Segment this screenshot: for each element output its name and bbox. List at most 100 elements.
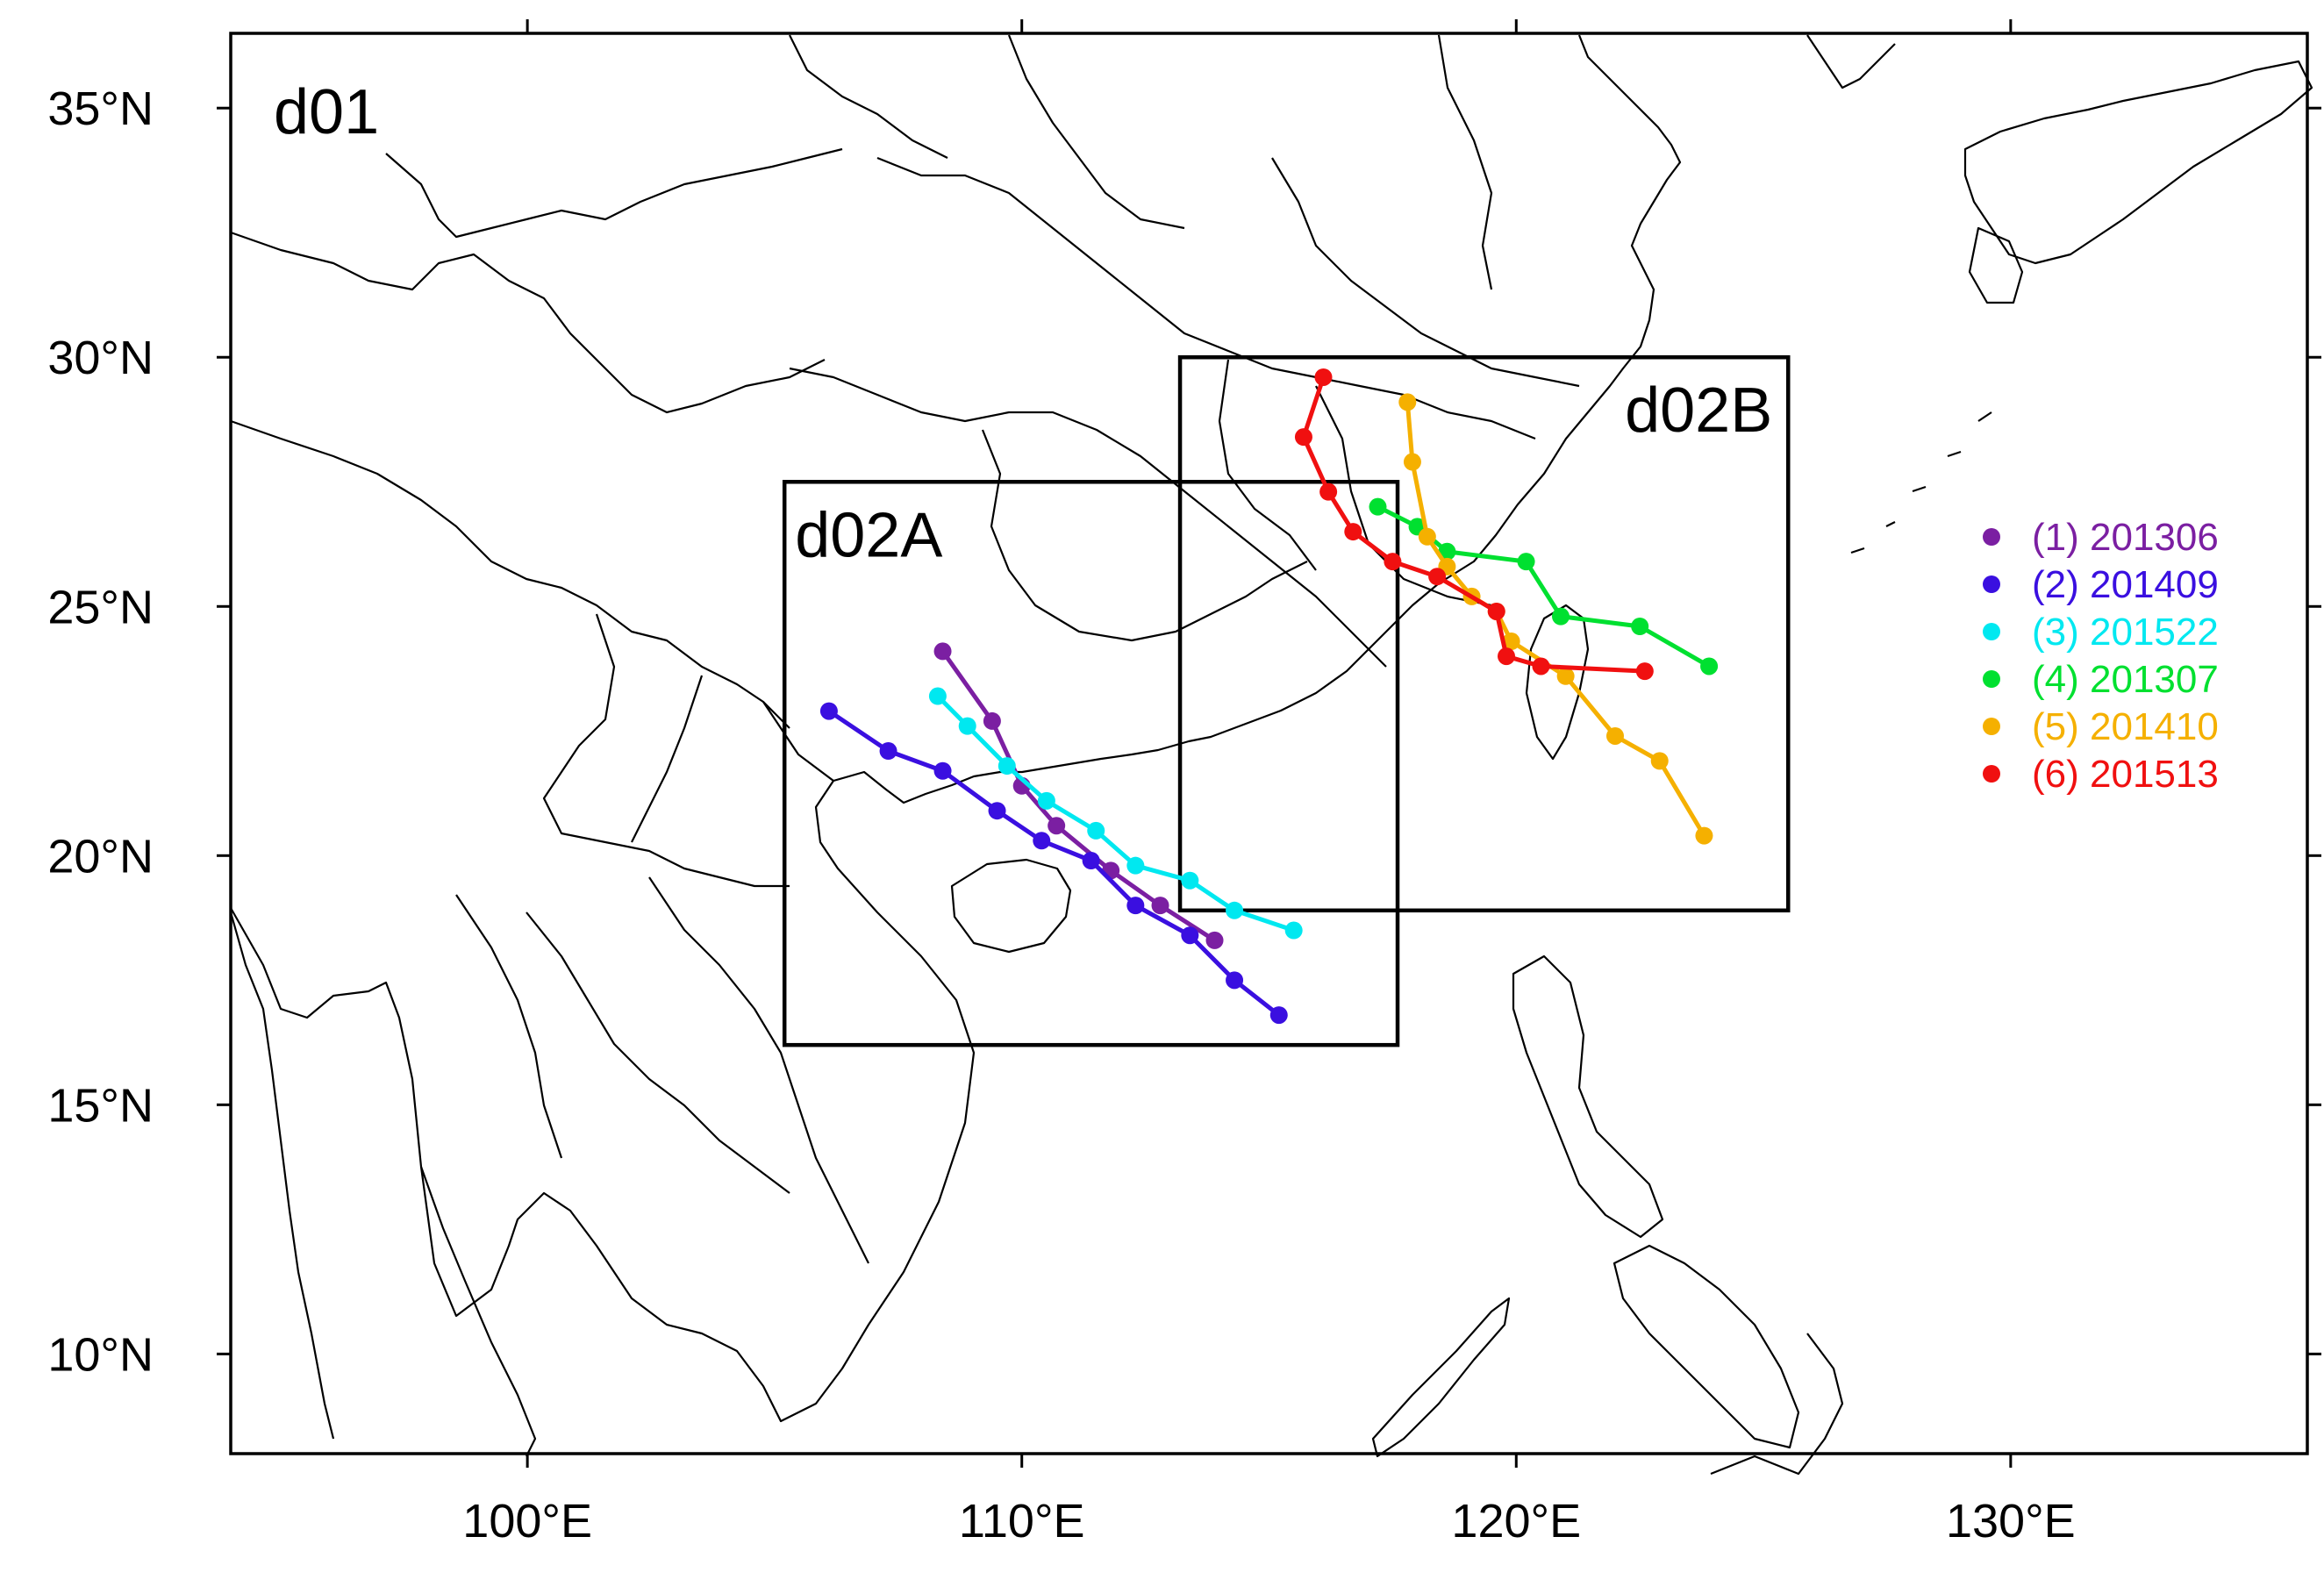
track-point [1344,523,1362,541]
province-borders [230,34,1580,1264]
border-line [526,911,790,1194]
border-line [1315,385,1492,607]
legend-marker-4 [1983,670,2000,688]
border-line [230,419,790,729]
axis-ticks: 100°E 110°E 120°E 130°E 35°N 30°N 25°N 20°N 15°N… [47,19,2321,1548]
legend-marker-6 [1983,765,2000,783]
plot-border [229,32,2309,1455]
border-line [876,156,1536,440]
track-line-6 [1301,376,1645,674]
track-point [1126,856,1145,875]
border-line [1271,157,1580,388]
border-line [455,894,563,1159]
track-point [958,717,976,735]
track-point [1695,826,1713,845]
track-point [1126,897,1145,915]
x-tick-label: 130°E [1946,1495,2076,1548]
track-point [1398,393,1417,411]
legend-marker-2 [1983,575,2000,593]
track-point [1498,647,1516,666]
track-legend: (1) 201306(2) 201409 (3) 201522(4) 201307… [1983,516,2219,796]
track-point [933,761,952,780]
plot-frame [229,32,2309,1455]
x-tick-label: 120°E [1451,1495,1581,1548]
track-point [928,687,947,705]
track-point [1037,791,1055,810]
taiwan-island [1525,604,1590,761]
y-tick-label: 10°N [47,1328,154,1381]
track-point [1384,553,1402,571]
legend-marker-5 [1983,718,2000,735]
track-point [1033,832,1051,850]
y-tick-label: 35°N [47,82,154,135]
border-line [789,34,948,159]
track-point [1314,368,1333,386]
track-point [1650,752,1669,770]
track-point [1606,726,1624,745]
track-point [1631,618,1649,636]
track-point [1635,662,1654,681]
track-line-1 [940,649,1216,942]
legend-label-4: (4) 201307 [2032,658,2219,701]
track-point [1428,568,1447,586]
coastlines [229,34,2313,1476]
track-line-2 [827,709,1281,1018]
track-point [983,711,1001,730]
track-point [1418,527,1436,546]
hainan-island [950,858,1072,954]
border-line [230,231,826,414]
track-point [988,802,1006,820]
luzon-island [1512,954,1664,1239]
border-line [631,675,704,843]
track-point [1048,817,1066,835]
track-point [1269,1006,1288,1025]
border-line [648,876,869,1264]
track-point [1284,921,1303,940]
legend-label-3: (3) 201522 [2032,611,2219,654]
palawan-island [1371,1297,1511,1458]
border-line [1007,34,1185,230]
track-point [1226,971,1244,990]
legend-label-1: (1) 201306 [2032,516,2219,559]
domain-label-d02b: d02B [1625,375,1772,446]
track-point [1369,497,1387,516]
track-point [819,702,838,720]
nested-domain-boxes: d02A d02B [782,354,1791,1047]
track-point [1502,633,1520,651]
border-line [542,613,790,888]
track-point [879,742,897,761]
legend-marker-1 [1983,528,2000,546]
track-point [1700,657,1719,675]
track-point [998,757,1016,776]
domain-label-d02a: d02A [795,500,942,570]
ryukyu-islands [1850,411,1992,554]
track-point [1487,602,1505,620]
legend-label-5: (5) 201410 [2032,705,2219,748]
border-line [789,367,1387,668]
domain-label-d01: d01 [274,77,379,147]
mainland-coastline [230,34,1682,1423]
malay-peninsula [419,1166,537,1457]
track-point [1181,871,1199,890]
domain-box-d02b [1177,354,1791,913]
legend-label-2: (2) 201409 [2032,563,2219,606]
track-point [1082,851,1100,869]
track-point [1532,657,1550,675]
philippine-islands [1612,1244,1844,1476]
track-point [1226,901,1244,919]
korea-coast [1806,34,1896,89]
border-line [981,429,1308,642]
typhoon-tracks [819,368,1719,1025]
legend-marker-3 [1983,623,2000,640]
x-tick-label: 110°E [959,1495,1085,1548]
y-tick-label: 15°N [47,1079,154,1132]
y-tick-label: 30°N [47,332,154,384]
border-line [1437,34,1493,290]
y-tick-label: 25°N [47,581,154,633]
track-point [1517,553,1535,571]
legend-label-6: (6) 201513 [2032,753,2219,796]
track-point [933,642,952,661]
track-point [1556,667,1575,685]
track-point [1205,931,1224,949]
